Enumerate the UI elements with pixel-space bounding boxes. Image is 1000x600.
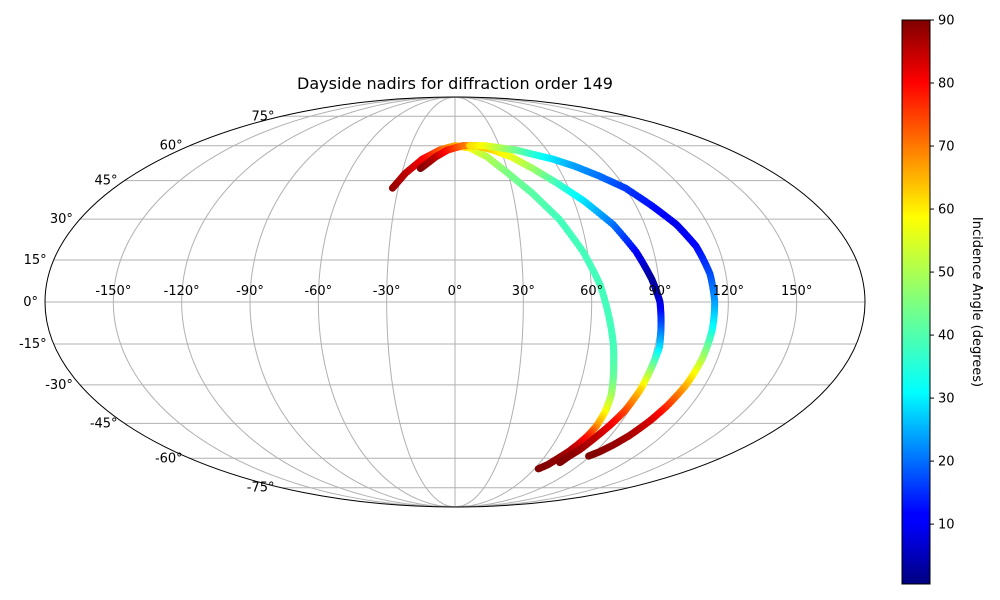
data-point <box>585 452 593 460</box>
longitude-gridline <box>112 96 456 508</box>
longitude-tick-label: -120° <box>164 284 200 299</box>
longitude-tick-label: -60° <box>304 284 332 299</box>
longitude-tick-label: -30° <box>373 284 401 299</box>
colorbar-tick-label: 90 <box>938 14 955 29</box>
latitude-tick-label: 30° <box>50 212 73 227</box>
longitude-gridline <box>454 96 593 508</box>
longitude-tick-label: 30° <box>512 284 535 299</box>
latitude-tick-labels: -75° -60° -45° -30° -15° 0° 15° 30° 45° 60° 75° <box>19 109 275 495</box>
graticule <box>45 96 865 508</box>
latitude-tick-label: 60° <box>160 139 183 154</box>
longitude-tick-label: -90° <box>236 284 264 299</box>
data-point <box>534 465 542 473</box>
colorbar-tick-label: 60 <box>938 203 955 218</box>
longitude-gridline <box>317 96 456 508</box>
colorbar-tick-label: 40 <box>938 329 955 344</box>
data-points <box>388 142 719 473</box>
longitude-tick-labels: -150° -120° -90° -60° -30° 0° 30° 60° 90° 120° 150… <box>95 284 812 299</box>
longitude-gridline <box>249 96 456 508</box>
longitude-tick-label: 150° <box>781 284 812 299</box>
longitude-tick-label: 60° <box>580 284 603 299</box>
latitude-tick-label: -15° <box>19 337 47 352</box>
longitude-gridline <box>454 96 729 508</box>
longitude-tick-label: 120° <box>713 284 744 299</box>
colorbar-tick-label: 80 <box>938 77 955 92</box>
longitude-gridline <box>181 96 456 508</box>
longitude-gridline <box>454 96 798 508</box>
colorbar-tick-label: 10 <box>938 518 955 533</box>
colorbar-label: Incidence Angle (degrees) <box>969 217 984 387</box>
colorbar-tick-label: 30 <box>938 392 955 407</box>
latitude-tick-label: 0° <box>23 295 38 310</box>
colorbar-ticks: 10 20 30 40 50 60 70 80 90 <box>930 14 955 533</box>
longitude-tick-label: 90° <box>648 284 671 299</box>
latitude-tick-label: 45° <box>95 174 118 189</box>
latitude-tick-label: 75° <box>251 109 274 124</box>
data-point <box>556 458 564 467</box>
colorbar-tick-label: 20 <box>938 455 955 470</box>
latitude-tick-label: -30° <box>45 378 73 393</box>
longitude-gridline <box>386 96 456 508</box>
map-border <box>44 96 866 508</box>
longitude-tick-label: 0° <box>448 284 463 299</box>
latitude-tick-label: -45° <box>90 416 118 431</box>
latitude-tick-label: -60° <box>155 451 183 466</box>
colorbar <box>901 19 931 585</box>
latitude-tick-label: -75° <box>247 481 275 496</box>
colorbar-tick-label: 70 <box>938 140 955 155</box>
chart-title: Dayside nadirs for diffraction order 149 <box>297 74 613 93</box>
longitude-tick-label: -150° <box>95 284 131 299</box>
colorbar-tick-label: 50 <box>938 266 955 281</box>
latitude-tick-label: 15° <box>24 253 47 268</box>
